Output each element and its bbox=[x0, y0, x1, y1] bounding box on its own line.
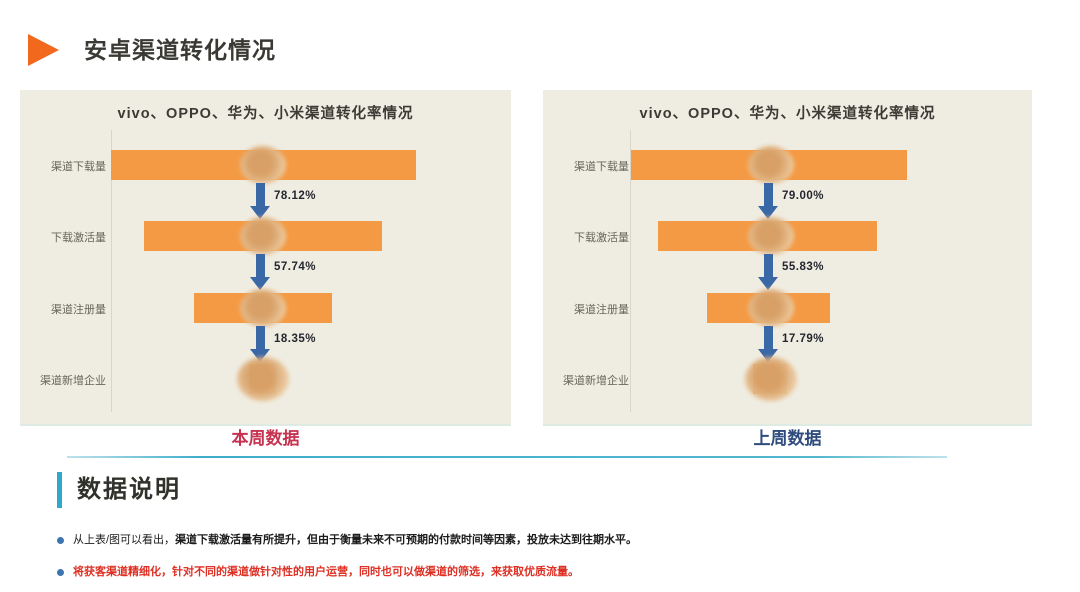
conversion-rate-label: 78.12% bbox=[274, 190, 317, 202]
down-arrow-icon bbox=[250, 183, 270, 219]
conversion-rate-label: 55.83% bbox=[782, 261, 825, 273]
arrow-head bbox=[758, 206, 778, 219]
conversion-rate-label: 17.79% bbox=[782, 333, 825, 345]
chart-title: vivo、OPPO、华为、小米渠道转化率情况 bbox=[117, 106, 414, 122]
arrow-shaft bbox=[255, 183, 265, 206]
arrow-head bbox=[758, 277, 778, 290]
stage-label: 下载激活量 bbox=[574, 232, 629, 244]
redaction-blob bbox=[745, 357, 797, 401]
stage-label: 下载激活量 bbox=[51, 232, 106, 244]
stage-label: 渠道下载量 bbox=[51, 161, 106, 173]
arrow-shaft bbox=[763, 183, 773, 206]
stage-label: 渠道注册量 bbox=[51, 304, 106, 316]
header-triangle-icon bbox=[28, 34, 59, 66]
stage-label: 渠道注册量 bbox=[574, 304, 629, 316]
redaction-blob bbox=[748, 146, 794, 184]
conversion-rate-label: 18.35% bbox=[274, 333, 317, 345]
bullet-dot-icon bbox=[57, 537, 64, 544]
page-title: 安卓渠道转化情况 bbox=[84, 37, 276, 63]
notes-title: 数据说明 bbox=[77, 476, 181, 503]
stage-label: 渠道新增企业 bbox=[563, 375, 629, 387]
conversion-rate-label: 79.00% bbox=[782, 190, 825, 202]
axis-line bbox=[111, 130, 112, 412]
down-arrow-icon bbox=[250, 254, 270, 290]
caption-this-week: 本周数据 bbox=[231, 429, 300, 448]
bullet-dot-icon bbox=[57, 569, 64, 576]
note-text-red: 将获客渠道精细化，针对不同的渠道做针对性的用户运营，同时也可以做渠道的筛选，来获… bbox=[73, 566, 579, 578]
stage-label: 渠道新增企业 bbox=[40, 375, 106, 387]
arrow-shaft bbox=[763, 254, 773, 277]
redaction-blob bbox=[748, 217, 794, 255]
redaction-blob bbox=[240, 217, 286, 255]
funnel-chart-this-week: vivo、OPPO、华为、小米渠道转化率情况 渠道下载量 78.12% 下载激活量 5… bbox=[20, 90, 511, 426]
conversion-rate-label: 57.74% bbox=[274, 261, 317, 273]
redaction-blob bbox=[240, 146, 286, 184]
stage-label: 渠道下载量 bbox=[574, 161, 629, 173]
redaction-blob bbox=[748, 289, 794, 327]
chart-area: 渠道下载量 79.00% 下载激活量 55.83% 渠道注册量 17.79% 渠道新增企业 bbox=[543, 90, 1032, 424]
arrow-head bbox=[250, 206, 270, 219]
redaction-blob bbox=[240, 289, 286, 327]
notes-accent-bar bbox=[57, 472, 62, 508]
note-text-bold: 渠道下载激活量有所提升，但由于衡量未来不可预期的付款时间等因素，投放未达到往期水… bbox=[175, 534, 638, 546]
funnel-chart-last-week: vivo、OPPO、华为、小米渠道转化率情况 渠道下载量 79.00% 下载激活量 5… bbox=[543, 90, 1032, 426]
note-bullet-1: 从上表/图可以看出，渠道下载激活量有所提升，但由于衡量未来不可预期的付款时间等因… bbox=[57, 533, 1050, 548]
chart-title: vivo、OPPO、华为、小米渠道转化率情况 bbox=[639, 106, 936, 122]
redaction-blob bbox=[237, 357, 289, 401]
down-arrow-icon bbox=[758, 254, 778, 290]
caption-last-week: 上周数据 bbox=[753, 429, 822, 448]
arrow-shaft bbox=[763, 326, 773, 349]
chart-area: 渠道下载量 78.12% 下载激活量 57.74% 渠道注册量 18.35% 渠道新增企业 bbox=[20, 90, 511, 424]
arrow-shaft bbox=[255, 326, 265, 349]
down-arrow-icon bbox=[758, 183, 778, 219]
note-bullet-2: 将获客渠道精细化，针对不同的渠道做针对性的用户运营，同时也可以做渠道的筛选，来获… bbox=[57, 565, 1050, 580]
arrow-shaft bbox=[255, 254, 265, 277]
arrow-head bbox=[250, 277, 270, 290]
axis-line bbox=[630, 130, 631, 412]
note-text-normal: 从上表/图可以看出， bbox=[73, 534, 176, 546]
section-divider bbox=[67, 456, 947, 458]
note-text: 将获客渠道精细化，针对不同的渠道做针对性的用户运营，同时也可以做渠道的筛选，来获… bbox=[73, 565, 579, 580]
note-text: 从上表/图可以看出，渠道下载激活量有所提升，但由于衡量未来不可预期的付款时间等因… bbox=[73, 533, 637, 548]
